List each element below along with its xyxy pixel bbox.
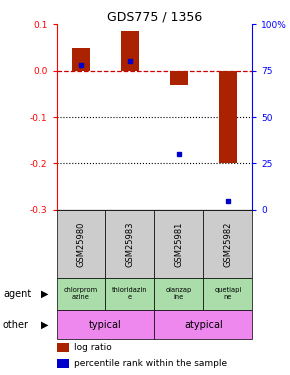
- Text: ▶: ▶: [41, 320, 49, 330]
- Text: GSM25983: GSM25983: [126, 221, 135, 267]
- Bar: [57, 278, 106, 310]
- Bar: [57, 310, 155, 339]
- Text: GSM25982: GSM25982: [223, 221, 232, 267]
- Bar: [203, 278, 252, 310]
- Text: quetiapi
ne: quetiapi ne: [214, 288, 242, 300]
- Bar: [203, 210, 252, 278]
- Bar: [155, 278, 203, 310]
- Text: olanzap
ine: olanzap ine: [166, 288, 192, 300]
- Bar: [155, 310, 252, 339]
- Text: atypical: atypical: [184, 320, 223, 330]
- Bar: [121, 32, 139, 71]
- Bar: [57, 359, 69, 368]
- Text: percentile rank within the sample: percentile rank within the sample: [74, 359, 227, 368]
- Bar: [106, 210, 155, 278]
- Text: GSM25980: GSM25980: [77, 221, 86, 267]
- Text: ▶: ▶: [41, 289, 49, 299]
- Bar: [72, 48, 90, 71]
- Title: GDS775 / 1356: GDS775 / 1356: [107, 10, 202, 23]
- Text: thioridazin
e: thioridazin e: [112, 288, 148, 300]
- Bar: [106, 278, 155, 310]
- Bar: [57, 210, 106, 278]
- Text: agent: agent: [3, 289, 31, 299]
- Bar: [155, 210, 203, 278]
- Text: typical: typical: [89, 320, 122, 330]
- Bar: [219, 71, 237, 164]
- Text: log ratio: log ratio: [74, 343, 112, 352]
- Bar: [57, 343, 69, 352]
- Text: GSM25981: GSM25981: [174, 221, 183, 267]
- Bar: [170, 71, 188, 85]
- Text: chlorprom
azine: chlorprom azine: [64, 288, 98, 300]
- Text: other: other: [3, 320, 29, 330]
